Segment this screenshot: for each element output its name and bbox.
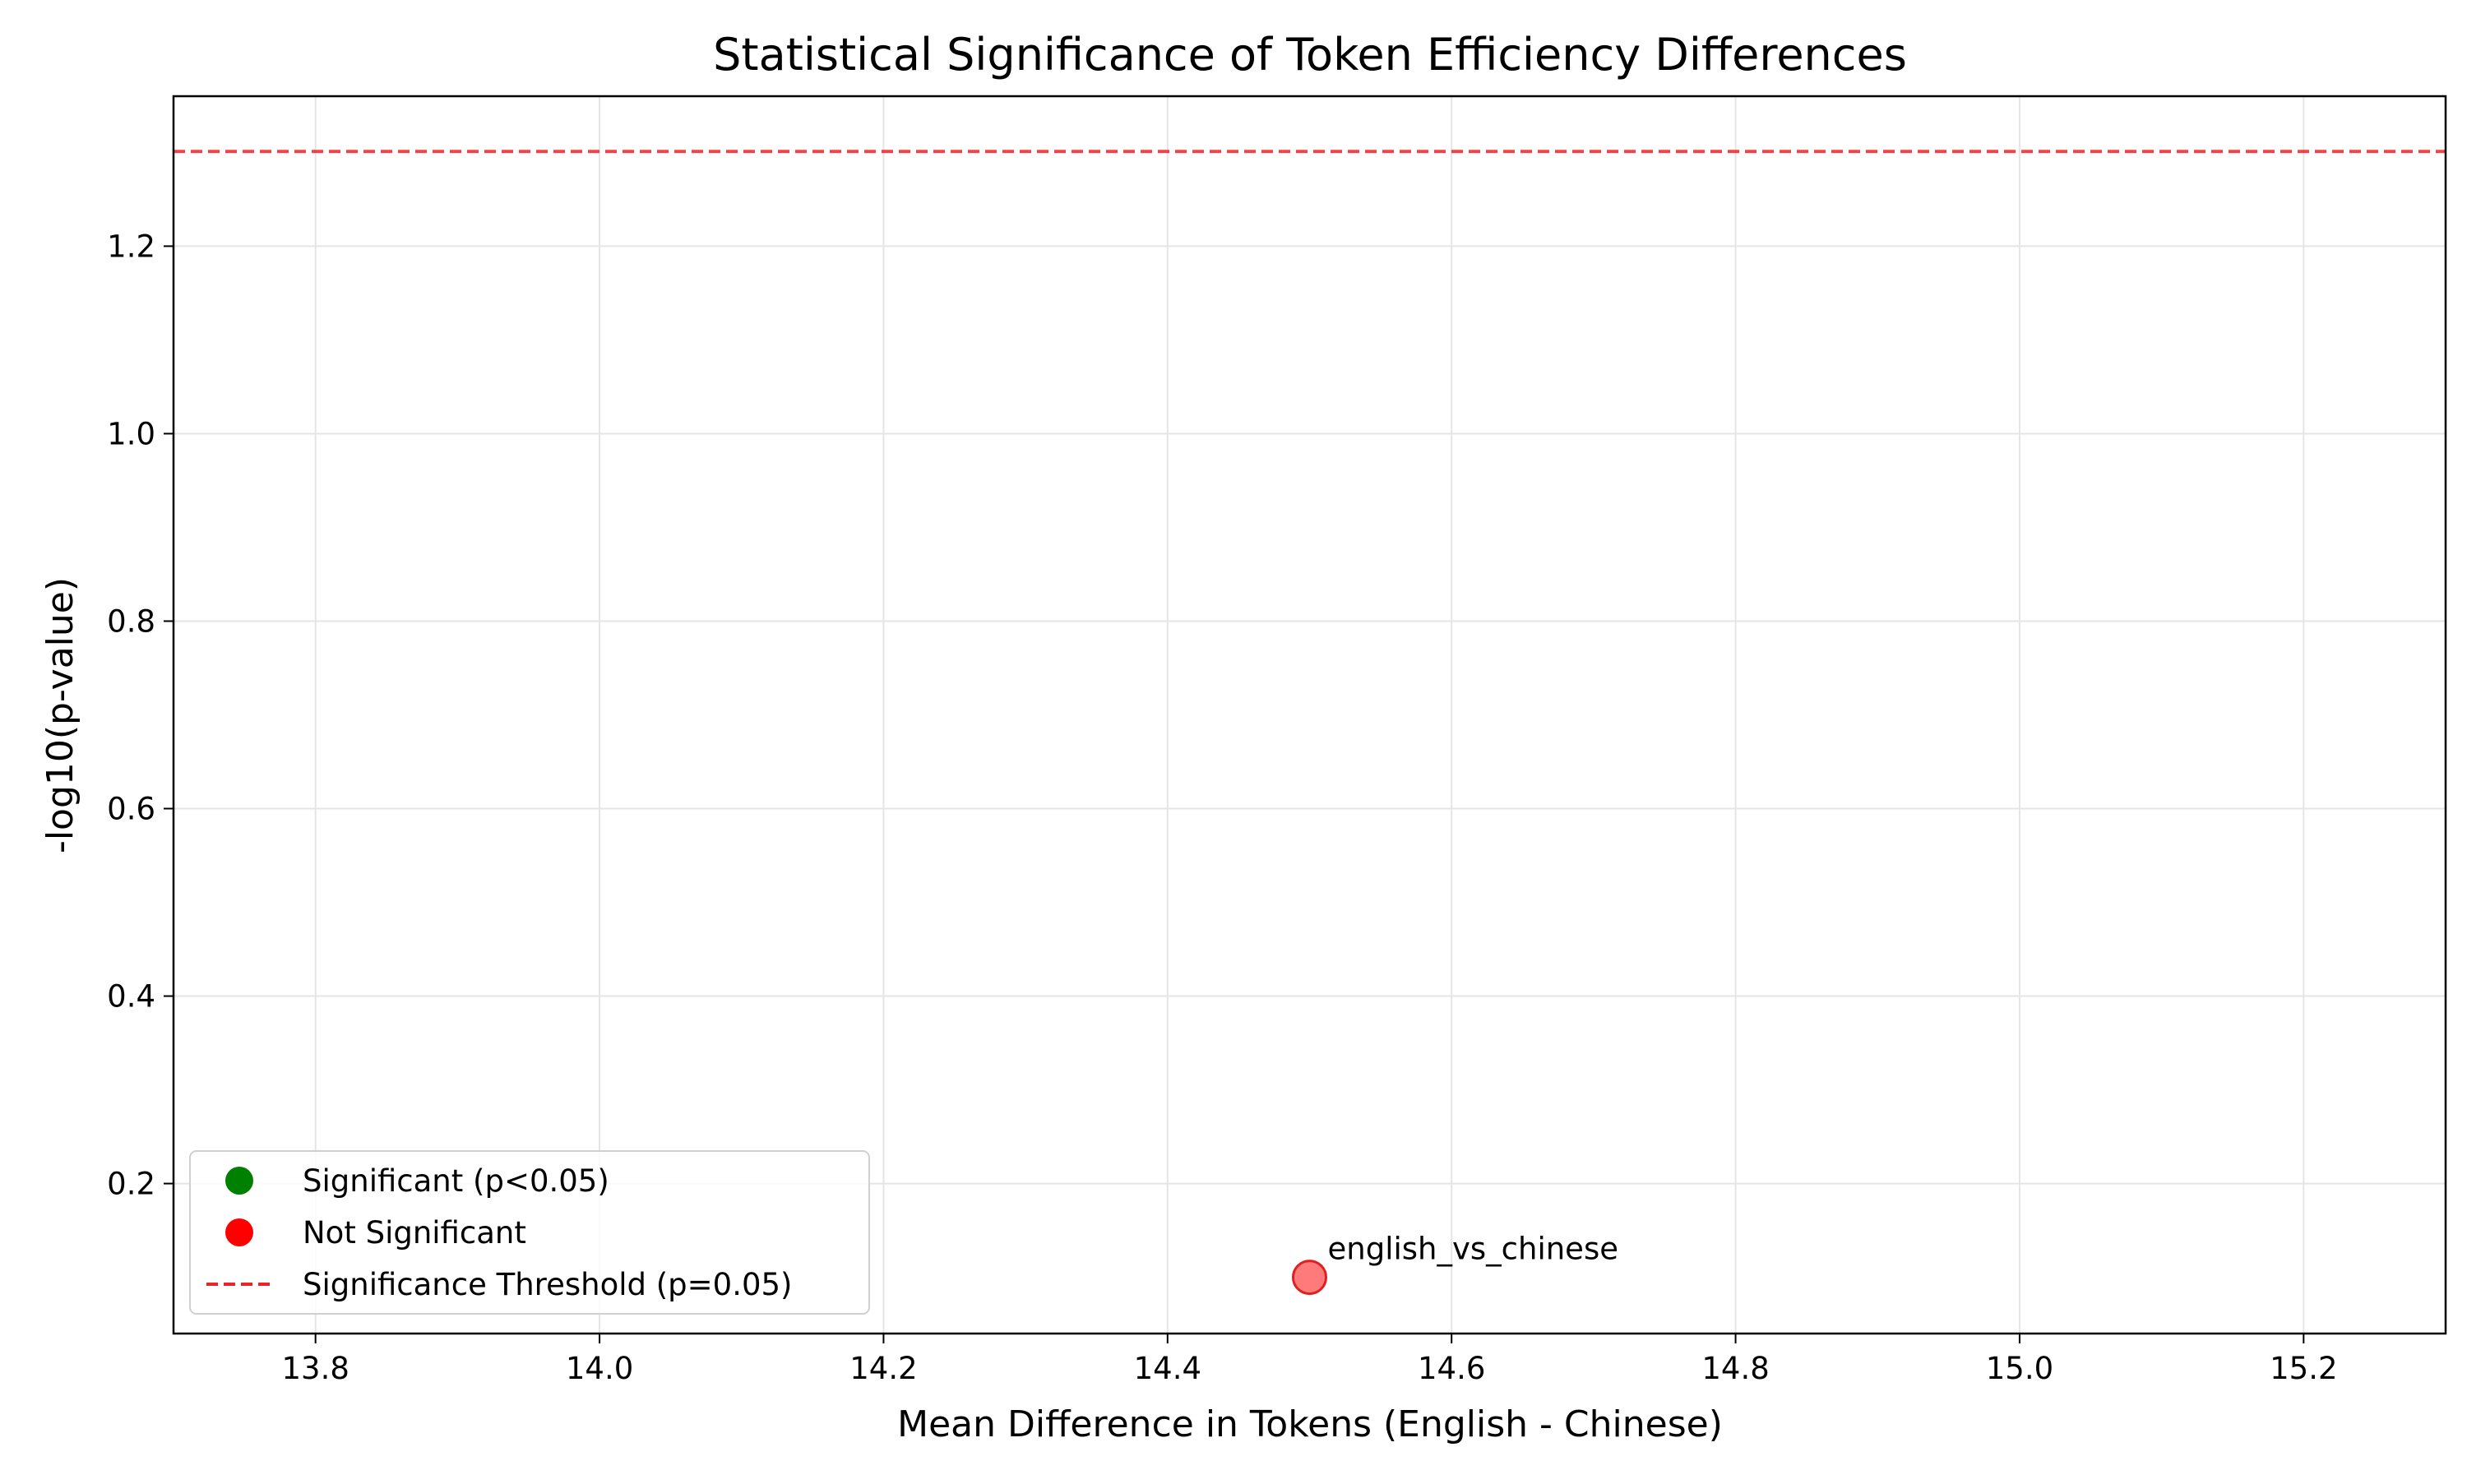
x-tick-label: 14.2 — [849, 1351, 917, 1386]
x-tick-label: 14.4 — [1134, 1351, 1201, 1386]
legend-not-significant-label: Not Significant — [303, 1215, 526, 1251]
x-tick-label: 14.6 — [1418, 1351, 1485, 1386]
x-axis-label: Mean Difference in Tokens (English - Chi… — [897, 1403, 1723, 1445]
plot-frame — [172, 95, 2447, 1335]
y-tick-label: 1.0 — [107, 416, 155, 451]
legend-significant-marker — [225, 1167, 253, 1195]
legend-threshold-label: Significance Threshold (p=0.05) — [303, 1267, 792, 1302]
y-tick-label: 0.8 — [107, 603, 155, 639]
legend: Significant (p<0.05) Not Significant Sig… — [189, 1150, 870, 1315]
x-axis-ticks: 13.8 14.0 14.2 14.4 14.6 14.8 15.0 15.2 — [281, 1334, 2338, 1386]
y-tick-label: 0.4 — [107, 979, 155, 1015]
points-layer: english_vs_chinese — [1292, 1232, 1619, 1296]
y-axis-ticks: 0.2 0.4 0.6 0.8 1.0 1.2 — [107, 229, 174, 1202]
grid-lines — [174, 96, 2446, 1334]
data-point-label: english_vs_chinese — [1328, 1232, 1619, 1267]
x-tick-label: 13.8 — [281, 1351, 349, 1386]
x-tick-label: 14.0 — [566, 1351, 633, 1386]
y-tick-label: 1.2 — [107, 229, 155, 264]
x-tick-label: 15.0 — [1986, 1351, 2053, 1386]
data-point — [1292, 1260, 1327, 1296]
legend-significant-label: Significant (p<0.05) — [303, 1163, 609, 1199]
x-tick-label: 14.8 — [1701, 1351, 1769, 1386]
chart-title: Statistical Significance of Token Effici… — [713, 29, 1907, 81]
y-tick-label: 0.2 — [107, 1167, 155, 1202]
legend-not-significant-marker — [225, 1218, 253, 1246]
legend-box — [189, 1150, 870, 1315]
y-axis-label: -log10(p-value) — [39, 577, 81, 853]
x-tick-label: 15.2 — [2270, 1351, 2337, 1386]
y-tick-label: 0.6 — [107, 792, 155, 827]
